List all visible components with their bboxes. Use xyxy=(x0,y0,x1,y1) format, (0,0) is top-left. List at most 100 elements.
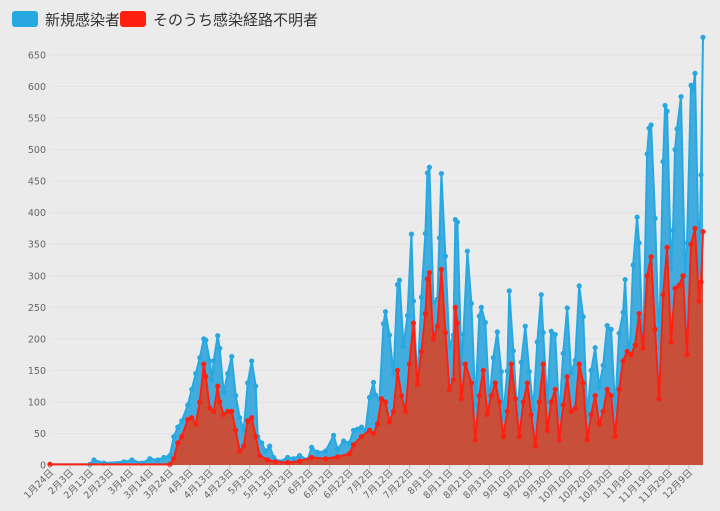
data-point[interactable] xyxy=(422,311,429,317)
data-point[interactable] xyxy=(430,336,437,342)
data-point[interactable] xyxy=(564,305,570,311)
data-point[interactable] xyxy=(616,330,622,336)
data-point[interactable] xyxy=(346,451,353,457)
data-point[interactable] xyxy=(536,399,542,405)
data-point[interactable] xyxy=(500,434,506,440)
data-point[interactable] xyxy=(408,231,415,237)
data-point[interactable] xyxy=(588,411,594,418)
data-point[interactable] xyxy=(588,367,594,373)
data-point[interactable] xyxy=(524,380,530,386)
data-point[interactable] xyxy=(438,170,445,177)
data-point[interactable] xyxy=(576,361,582,367)
data-point[interactable] xyxy=(221,389,227,396)
data-point[interactable] xyxy=(690,87,696,93)
data-point[interactable] xyxy=(322,456,329,462)
data-point[interactable] xyxy=(672,147,678,153)
data-point[interactable] xyxy=(265,457,271,463)
data-point[interactable] xyxy=(418,294,425,300)
data-point[interactable] xyxy=(155,457,161,463)
data-point[interactable] xyxy=(644,273,650,279)
data-point[interactable] xyxy=(700,229,706,235)
data-point[interactable] xyxy=(366,394,373,401)
data-point[interactable] xyxy=(358,424,365,430)
data-point[interactable] xyxy=(372,392,379,398)
data-point[interactable] xyxy=(526,369,532,375)
data-point[interactable] xyxy=(636,311,642,317)
data-point[interactable] xyxy=(426,164,433,170)
data-point[interactable] xyxy=(314,449,321,455)
data-point[interactable] xyxy=(472,437,478,443)
data-point[interactable] xyxy=(245,418,251,424)
data-point[interactable] xyxy=(193,421,199,427)
data-point[interactable] xyxy=(121,459,127,465)
data-point[interactable] xyxy=(604,386,610,392)
data-point[interactable] xyxy=(624,348,630,355)
data-point[interactable] xyxy=(380,321,387,327)
data-point[interactable] xyxy=(584,437,590,443)
data-point[interactable] xyxy=(464,248,470,254)
data-point[interactable] xyxy=(476,393,482,399)
data-point[interactable] xyxy=(568,370,574,376)
data-point[interactable] xyxy=(386,419,393,425)
data-point[interactable] xyxy=(684,352,690,358)
data-point[interactable] xyxy=(386,332,393,338)
data-point[interactable] xyxy=(253,383,259,389)
data-point[interactable] xyxy=(171,456,177,462)
data-point[interactable] xyxy=(520,399,526,405)
data-point[interactable] xyxy=(532,443,538,449)
data-point[interactable] xyxy=(358,434,365,440)
data-point[interactable] xyxy=(410,298,417,304)
data-point[interactable] xyxy=(390,372,397,378)
data-point[interactable] xyxy=(670,227,676,233)
data-point[interactable] xyxy=(698,279,704,285)
data-point[interactable] xyxy=(568,408,574,414)
data-point[interactable] xyxy=(476,313,482,319)
data-point[interactable] xyxy=(600,362,606,368)
data-point[interactable] xyxy=(496,399,502,405)
data-point[interactable] xyxy=(189,386,195,392)
data-point[interactable] xyxy=(508,361,514,367)
data-point[interactable] xyxy=(506,288,512,294)
data-point[interactable] xyxy=(147,456,153,462)
data-point[interactable] xyxy=(249,415,255,421)
data-point[interactable] xyxy=(660,159,666,165)
data-point[interactable] xyxy=(644,151,650,157)
data-point[interactable] xyxy=(656,396,662,402)
data-point[interactable] xyxy=(330,432,337,438)
data-point[interactable] xyxy=(676,282,682,288)
data-point[interactable] xyxy=(185,402,191,408)
data-point[interactable] xyxy=(698,172,704,178)
data-point[interactable] xyxy=(652,326,658,332)
data-point[interactable] xyxy=(662,102,668,109)
data-point[interactable] xyxy=(446,386,452,392)
data-point[interactable] xyxy=(91,457,97,463)
data-point[interactable] xyxy=(534,339,540,345)
data-point[interactable] xyxy=(692,225,698,232)
data-point[interactable] xyxy=(634,214,640,220)
data-point[interactable] xyxy=(442,253,448,259)
data-point[interactable] xyxy=(540,329,546,336)
data-point[interactable] xyxy=(161,454,167,461)
data-point[interactable] xyxy=(241,443,247,449)
data-point[interactable] xyxy=(193,370,199,377)
data-point[interactable] xyxy=(350,442,357,448)
data-point[interactable] xyxy=(640,345,646,351)
data-point[interactable] xyxy=(684,240,690,246)
data-point[interactable] xyxy=(201,361,207,367)
data-point[interactable] xyxy=(225,370,231,377)
data-point[interactable] xyxy=(454,320,460,326)
data-point[interactable] xyxy=(468,380,474,386)
data-point[interactable] xyxy=(552,386,558,392)
data-point[interactable] xyxy=(334,454,341,460)
data-point[interactable] xyxy=(512,396,518,402)
data-point[interactable] xyxy=(674,126,680,132)
data-point[interactable] xyxy=(472,402,478,408)
data-point[interactable] xyxy=(398,393,405,399)
data-point[interactable] xyxy=(616,386,622,392)
data-point[interactable] xyxy=(259,440,265,446)
data-point[interactable] xyxy=(185,416,191,423)
data-point[interactable] xyxy=(620,358,626,364)
data-point[interactable] xyxy=(452,304,458,310)
data-point[interactable] xyxy=(436,235,443,241)
data-point[interactable] xyxy=(668,339,674,345)
